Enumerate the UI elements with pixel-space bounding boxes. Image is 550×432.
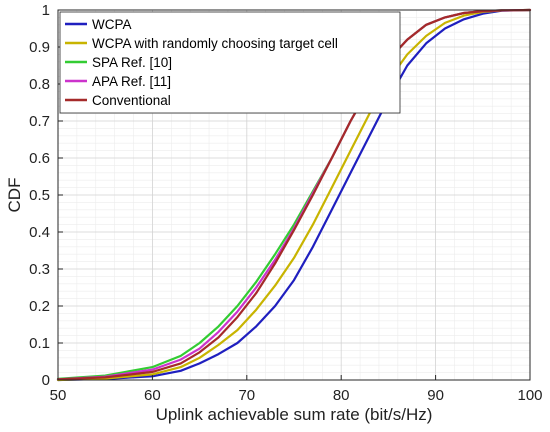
x-tick-labels: 50 60 70 80 90 100 (50, 375, 543, 404)
series-line-1 (56, 8, 532, 382)
y-tick-label: 0.1 (29, 335, 50, 352)
x-tick-label: 60 (144, 387, 161, 404)
series-line-5 (56, 8, 532, 381)
legend-label-2: WCPA with randomly choosing target cell (92, 36, 338, 51)
x-tick-label: 100 (517, 387, 542, 404)
y-tick-label: 0 (42, 372, 50, 389)
series-layer (56, 8, 532, 382)
y-tick-label: 0.2 (29, 298, 50, 315)
y-axis-label: CDF (5, 178, 24, 213)
legend-label-3: SPA Ref. [10] (92, 55, 172, 70)
x-tick-label: 70 (238, 387, 255, 404)
legend: WCPA WCPA with randomly choosing target c… (59, 11, 401, 114)
y-tick-label: 0.7 (29, 113, 50, 130)
y-tick-labels: 0 0.1 0.2 0.3 0.4 0.5 0.6 0.7 0.8 0.9 1 (29, 2, 63, 389)
y-tick-label: 0.5 (29, 187, 50, 204)
x-tick-label: 50 (50, 387, 67, 404)
series-line-2 (56, 8, 532, 382)
y-tick-label: 0.4 (29, 224, 50, 241)
legend-label-1: WCPA (92, 17, 132, 32)
legend-label-4: APA Ref. [11] (92, 74, 171, 89)
x-tick-label: 90 (427, 387, 444, 404)
legend-box (59, 11, 401, 114)
y-tick-label: 1 (42, 2, 50, 19)
y-tick-label: 0.3 (29, 261, 50, 278)
x-tick-label: 80 (333, 387, 350, 404)
y-tick-label: 0.8 (29, 76, 50, 93)
y-tick-label: 0.6 (29, 150, 50, 167)
x-axis-label: Uplink achievable sum rate (bit/s/Hz) (156, 405, 433, 424)
y-tick-label: 0.9 (29, 39, 50, 56)
legend-label-5: Conventional (92, 93, 171, 108)
